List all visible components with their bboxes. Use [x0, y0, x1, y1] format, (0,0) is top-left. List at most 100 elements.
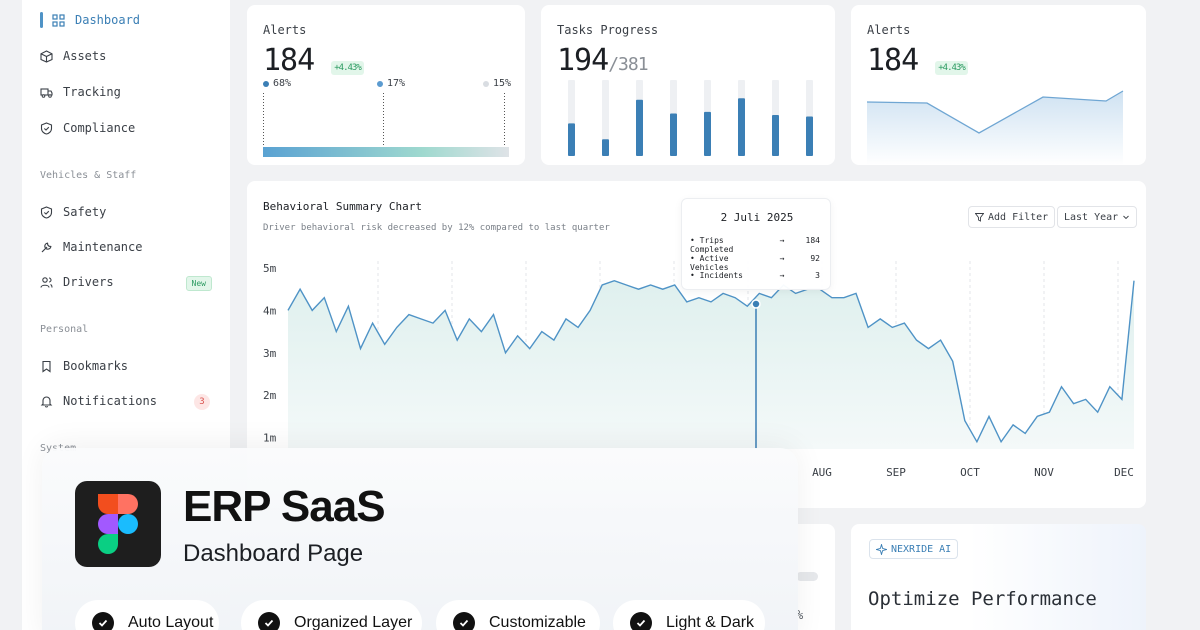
sidebar-item-bookmarks[interactable]: Bookmarks	[40, 356, 128, 376]
dashboard-icon	[52, 13, 65, 27]
sidebar-item-label: Compliance	[63, 121, 136, 135]
ai-badge-label: NEXRIDE AI	[891, 543, 952, 555]
sidebar-item-label: Tracking	[63, 85, 121, 99]
delta-badge: +4.43%	[935, 61, 968, 75]
section-label-personal: Personal	[40, 324, 89, 335]
y-tick-label: 1m	[263, 432, 277, 445]
sidebar-item-label: Assets	[63, 49, 107, 63]
progress-fill-bar	[704, 111, 711, 156]
x-tick-label: AUG	[812, 466, 832, 479]
tasks-number: 194	[557, 43, 609, 78]
add-filter-label: Add Filter	[988, 211, 1049, 223]
shield-check-icon	[40, 121, 53, 135]
figma-logo	[75, 481, 161, 567]
chart-title: Behavioral Summary Chart	[263, 200, 422, 213]
x-tick-label: DEC	[1114, 466, 1134, 479]
ai-card-title: Optimize Performance	[868, 588, 1097, 610]
feature-pill: Organized Layer	[241, 600, 422, 630]
segment-label: 15%	[483, 78, 511, 89]
check-icon	[630, 612, 652, 630]
new-badge: New	[185, 276, 212, 291]
tooltip-date: 2 Juli 2025	[720, 211, 794, 224]
figma-icon	[98, 494, 138, 554]
feature-label: Customizable	[489, 614, 586, 630]
progress-fill-bar	[670, 113, 677, 156]
period-select[interactable]: Last Year	[1057, 206, 1138, 228]
sidebar-item-dashboard[interactable]: Dashboard	[52, 10, 140, 30]
sidebar-item-safety[interactable]: Safety	[40, 202, 106, 222]
cube-icon	[40, 49, 53, 63]
users-icon	[40, 276, 53, 289]
check-icon	[92, 612, 114, 630]
promo-overlay: ERP SaaS Dashboard Page Auto Layout Orga…	[42, 448, 798, 630]
sidebar-item-tracking[interactable]: Tracking	[40, 82, 121, 102]
behavioral-line-chart: 5m 4m 3m 2m 1m AUG SEP OCT NOV DEC	[263, 261, 1135, 479]
chart-area	[288, 280, 1134, 449]
segment-bar	[263, 93, 509, 157]
sidebar-item-compliance[interactable]: Compliance	[40, 118, 135, 138]
period-label: Last Year	[1064, 211, 1119, 223]
sidebar-item-label: Safety	[63, 205, 107, 219]
notification-count-badge: 3	[194, 394, 210, 410]
progress-track	[796, 572, 818, 581]
sidebar-item-label: Bookmarks	[63, 359, 129, 373]
card-title: Alerts	[867, 23, 911, 37]
tasks-total: /381	[608, 54, 648, 75]
progress-fill-bar	[636, 99, 643, 156]
ai-badge: NEXRIDE AI	[869, 539, 959, 559]
tasks-progress-card: Tasks Progress 194/381	[541, 5, 835, 165]
tasks-value: 194/381	[557, 43, 649, 78]
y-tick-label: 5m	[263, 262, 277, 275]
check-icon	[453, 612, 475, 630]
chart-tooltip: 2 Juli 2025 • Trips Completed → 184 • Acti…	[681, 198, 831, 290]
feature-pill: Customizable	[436, 600, 600, 630]
sidebar-item-notifications[interactable]: Notifications	[40, 391, 157, 411]
sidebar-item-label: Dashboard	[75, 13, 141, 27]
progress-fill-bar	[738, 98, 745, 156]
alerts-value: 184 +4.43%	[263, 43, 364, 78]
add-filter-button[interactable]: Add Filter	[968, 206, 1056, 228]
ai-card: NEXRIDE AI Optimize Performance	[851, 524, 1146, 630]
sparkle-icon	[876, 543, 887, 555]
bell-icon	[40, 395, 53, 408]
tooltip-row: • Incidents → 3	[690, 271, 820, 280]
sidebar-item-label: Notifications	[63, 394, 157, 408]
bookmark-icon	[40, 360, 53, 373]
sidebar-item-maintenance[interactable]: Maintenance	[40, 237, 142, 257]
progress-fill-bar	[568, 123, 575, 156]
progress-fill-bar	[806, 116, 813, 156]
feature-pill: Auto Layout	[75, 600, 219, 630]
chevron-down-icon	[1123, 215, 1130, 220]
feature-pill: Light & Dark	[613, 600, 765, 630]
alerts-trend-card: Alerts 184 +4.43%	[851, 5, 1146, 165]
tooltip-row: • Active Vehicles → 92	[690, 254, 820, 272]
promo-title: ERP SaaS	[183, 482, 386, 531]
feature-label: Organized Layer	[294, 614, 413, 630]
y-tick-label: 4m	[263, 304, 277, 317]
sidebar-item-assets[interactable]: Assets	[40, 46, 106, 66]
x-tick-label: SEP	[886, 466, 906, 479]
segment-label: 68%	[263, 78, 291, 89]
feature-label: Auto Layout	[128, 614, 214, 630]
sidebar-item-drivers[interactable]: Drivers	[40, 272, 114, 292]
tooltip-row: • Trips Completed → 184	[690, 236, 820, 254]
filter-icon	[975, 212, 984, 222]
active-indicator	[40, 12, 43, 28]
highlight-point	[751, 299, 761, 309]
delta-badge: +4.43%	[331, 61, 364, 75]
progress-track-bar	[602, 80, 609, 156]
x-tick-label: OCT	[960, 466, 980, 479]
alerts-card: Alerts 184 +4.43% 68% 17% 15%	[247, 5, 525, 165]
y-tick-label: 2m	[263, 389, 277, 402]
tasks-bars	[568, 80, 813, 156]
card-title: Tasks Progress	[557, 23, 659, 37]
alerts-number: 184	[263, 43, 315, 78]
check-icon	[258, 612, 280, 630]
segment-label: 17%	[377, 78, 405, 89]
section-label-vehicles: Vehicles & Staff	[40, 170, 137, 181]
series-line	[287, 279, 1135, 444]
progress-fill-bar	[602, 139, 609, 156]
alerts-value: 184 +4.43%	[867, 43, 968, 78]
shield-check-icon	[40, 205, 53, 219]
alerts-sparkline	[866, 90, 1124, 165]
